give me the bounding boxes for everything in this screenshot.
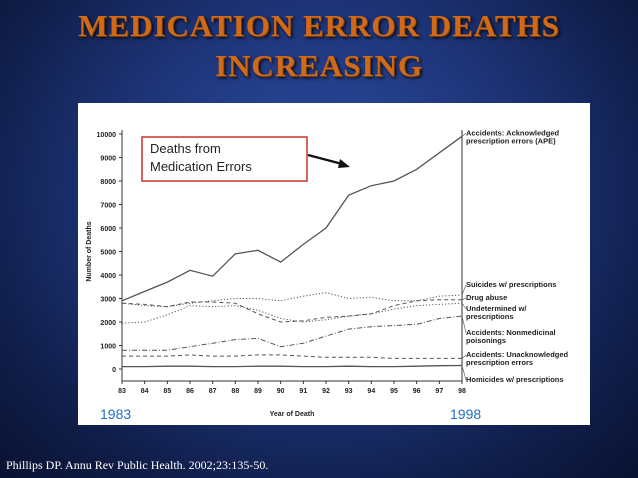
series-line	[121, 135, 463, 302]
x-tick-label: 84	[141, 388, 149, 395]
x-tick-label: 94	[367, 388, 375, 395]
series-label: prescription errors (APE)	[466, 136, 556, 145]
series-line	[121, 292, 463, 308]
series-label: Accidents: Unacknowledged	[466, 350, 569, 359]
line-chart: 0 1000 2000 3000 4000 5000 6000 7000 8000 9000 100…	[86, 128, 569, 422]
y-tick-label: 4000	[100, 273, 116, 280]
x-axis-title: Year of Death	[270, 411, 315, 418]
y-tick-label: 5000	[100, 250, 116, 257]
x-tick-label: 90	[277, 388, 285, 395]
series-leader-line	[461, 284, 467, 296]
callout-arrow-head	[338, 159, 350, 168]
y-tick-label: 7000	[100, 203, 116, 210]
x-tick-label: 92	[322, 388, 330, 395]
series-label: Undetermined w/	[466, 304, 527, 313]
series-label: Accidents: Nonmedicinal	[466, 328, 556, 337]
citation: Phillips DP. Annu Rev Public Health. 200…	[6, 458, 269, 472]
series-label: poisonings	[466, 336, 506, 345]
x-tick-label: 97	[435, 388, 443, 395]
series-label: Suicides w/ prescriptions	[466, 280, 556, 289]
series-line	[121, 299, 462, 323]
x-tick-label: 88	[231, 388, 239, 395]
y-tick-label: 9000	[100, 156, 116, 163]
y-tick-label: 10000	[97, 132, 117, 139]
year-end-label: 1998	[450, 406, 481, 422]
x-tick-label: 98	[458, 388, 466, 395]
y-tick-label: 1000	[100, 344, 116, 351]
y-tick-label: 8000	[100, 179, 116, 186]
series-leader-line	[461, 365, 467, 381]
y-axis-title: Number of Deaths	[86, 221, 93, 281]
slide-title: MEDICATION ERROR DEATHS INCREASING	[0, 6, 638, 86]
series-leader-line	[461, 133, 467, 137]
x-tick-label: 86	[186, 388, 194, 395]
x-tick-label: 87	[209, 388, 217, 395]
callout-text: Medication Errors	[150, 159, 252, 174]
callout-box	[141, 136, 308, 182]
x-tick-label: 96	[413, 388, 421, 395]
series-line	[122, 364, 463, 368]
series-leader-line	[461, 297, 467, 300]
chart-panel: 0 1000 2000 3000 4000 5000 6000 7000 8000 9000 100…	[78, 103, 590, 425]
series-leader-line	[461, 354, 467, 359]
series-line	[122, 315, 463, 351]
series-label: prescription errors	[466, 358, 533, 367]
callout-text: Deaths from	[150, 141, 221, 156]
series-label: Homicides w/ prescriptions	[466, 375, 564, 384]
y-tick-label: 2000	[100, 320, 116, 327]
x-tick-label: 83	[118, 388, 126, 395]
series-leader-line	[461, 316, 467, 334]
y-tick-label: 3000	[100, 297, 116, 304]
x-tick-label: 85	[163, 388, 171, 395]
slide-title-line-1: MEDICATION ERROR DEATHS	[78, 8, 560, 43]
y-tick-label: 6000	[100, 226, 116, 233]
series-label: Drug abuse	[466, 293, 507, 302]
series-leader-line	[461, 303, 467, 310]
series-line	[122, 354, 462, 359]
x-tick-label: 91	[299, 388, 307, 395]
slide-title-line-2: INCREASING	[214, 48, 424, 83]
x-tick-label: 95	[390, 388, 398, 395]
y-tick-label: 0	[112, 367, 116, 374]
x-tick-label: 89	[254, 388, 262, 395]
x-tick-label: 93	[345, 388, 353, 395]
series-line	[121, 302, 463, 324]
series-label: prescriptions	[466, 312, 514, 321]
series-label: Accidents: Acknowledged	[466, 128, 559, 137]
year-start-label: 1983	[100, 406, 131, 422]
